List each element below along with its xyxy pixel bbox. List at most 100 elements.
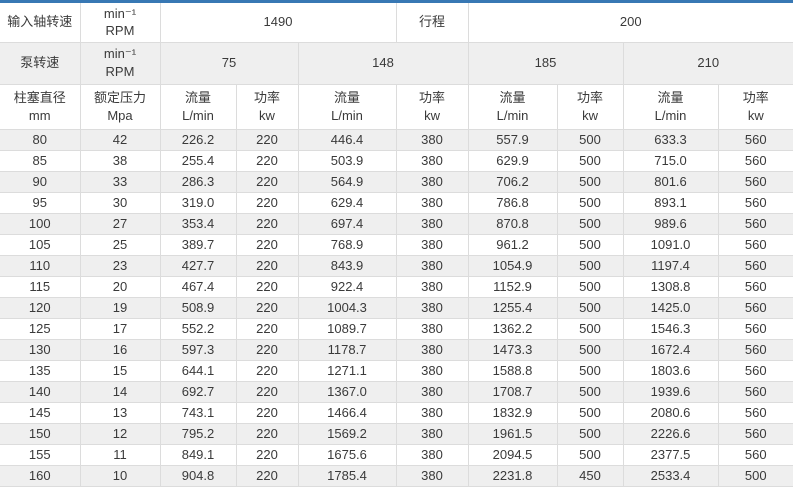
power-header-2: 功率 kw — [395, 83, 469, 130]
power-value-cell: 560 — [717, 149, 793, 172]
rated-pressure-cell: 38 — [79, 149, 161, 172]
table-row: 90 33 286.3 220 564.9 380 706.2 500 801.6 560 — [0, 170, 793, 193]
flow-value-cell: 353.4 — [159, 212, 237, 235]
flow-value-cell: 286.3 — [159, 170, 237, 193]
flow-value-cell: 446.4 — [297, 128, 397, 151]
power-value-cell: 220 — [235, 443, 299, 466]
power-value-cell: 560 — [717, 233, 793, 256]
flow-value-cell: 508.9 — [159, 296, 237, 319]
table-row: 100 27 353.4 220 697.4 380 870.8 500 989.6 560 — [0, 212, 793, 235]
flow-value-cell: 2231.8 — [467, 464, 558, 487]
flow-value-cell: 1197.4 — [622, 254, 719, 277]
input-shaft-speed-label: 输入轴转速 — [0, 3, 81, 43]
power-value-cell: 500 — [556, 275, 624, 298]
power-value-cell: 380 — [395, 233, 469, 256]
flow-value-cell: 644.1 — [159, 359, 237, 382]
flow-value-cell: 795.2 — [159, 422, 237, 445]
flow-value-cell: 715.0 — [622, 149, 719, 172]
plunger-diameter-cell: 105 — [0, 233, 81, 256]
power-value-cell: 220 — [235, 233, 299, 256]
flow-value-cell: 1588.8 — [467, 359, 558, 382]
plunger-diameter-header: 柱塞直径 mm — [0, 83, 81, 130]
flow-value-cell: 1054.9 — [467, 254, 558, 277]
power-value-cell: 380 — [395, 275, 469, 298]
power-value-cell: 560 — [717, 422, 793, 445]
pump-speed-value-185: 185 — [467, 41, 624, 85]
power-value-cell: 500 — [717, 464, 793, 487]
flow-value-cell: 1091.0 — [622, 233, 719, 256]
power-value-cell: 500 — [556, 233, 624, 256]
power-value-cell: 560 — [717, 254, 793, 277]
power-value-cell: 560 — [717, 359, 793, 382]
power-value-cell: 220 — [235, 275, 299, 298]
flow-value-cell: 1255.4 — [467, 296, 558, 319]
rated-pressure-cell: 11 — [79, 443, 161, 466]
flow-value-cell: 1271.1 — [297, 359, 397, 382]
rated-pressure-cell: 20 — [79, 275, 161, 298]
plunger-diameter-cell: 150 — [0, 422, 81, 445]
table-row: 120 19 508.9 220 1004.3 380 1255.4 500 1425.0 560 — [0, 296, 793, 319]
rated-pressure-cell: 42 — [79, 128, 161, 151]
power-value-cell: 500 — [556, 401, 624, 424]
flow-value-cell: 597.3 — [159, 338, 237, 361]
plunger-diameter-cell: 140 — [0, 380, 81, 403]
header-row-pump-speed: 泵转速 min⁻¹ RPM 75 148 185 210 — [0, 41, 793, 85]
power-value-cell: 500 — [556, 380, 624, 403]
flow-header-1: 流量 L/min — [159, 83, 237, 130]
power-value-cell: 220 — [235, 191, 299, 214]
plunger-diameter-cell: 135 — [0, 359, 81, 382]
table-row: 135 15 644.1 220 1271.1 380 1588.8 500 1803.6 560 — [0, 359, 793, 382]
power-value-cell: 500 — [556, 149, 624, 172]
flow-value-cell: 1152.9 — [467, 275, 558, 298]
flow-value-cell: 427.7 — [159, 254, 237, 277]
plunger-diameter-cell: 130 — [0, 338, 81, 361]
table-row: 125 17 552.2 220 1089.7 380 1362.2 500 1546.3 560 — [0, 317, 793, 340]
power-value-cell: 220 — [235, 317, 299, 340]
flow-value-cell: 1178.7 — [297, 338, 397, 361]
power-value-cell: 560 — [717, 275, 793, 298]
pump-speed-value-75: 75 — [159, 41, 299, 85]
power-value-cell: 220 — [235, 464, 299, 487]
rated-pressure-cell: 16 — [79, 338, 161, 361]
rated-pressure-cell: 19 — [79, 296, 161, 319]
rated-pressure-cell: 15 — [79, 359, 161, 382]
flow-value-cell: 1675.6 — [297, 443, 397, 466]
power-value-cell: 500 — [556, 296, 624, 319]
flow-value-cell: 255.4 — [159, 149, 237, 172]
flow-value-cell: 633.3 — [622, 128, 719, 151]
power-value-cell: 220 — [235, 149, 299, 172]
plunger-diameter-cell: 145 — [0, 401, 81, 424]
power-value-cell: 220 — [235, 128, 299, 151]
power-value-cell: 380 — [395, 170, 469, 193]
flow-value-cell: 629.9 — [467, 149, 558, 172]
flow-header-4: 流量 L/min — [622, 83, 719, 130]
power-value-cell: 500 — [556, 443, 624, 466]
flow-value-cell: 989.6 — [622, 212, 719, 235]
pump-speed-unit: min⁻¹ RPM — [79, 41, 161, 85]
flow-value-cell: 1308.8 — [622, 275, 719, 298]
table-row: 110 23 427.7 220 843.9 380 1054.9 500 1197.4 560 — [0, 254, 793, 277]
flow-value-cell: 2226.6 — [622, 422, 719, 445]
pump-speed-value-210: 210 — [622, 41, 793, 85]
power-value-cell: 500 — [556, 191, 624, 214]
power-value-cell: 380 — [395, 296, 469, 319]
stroke-value: 200 — [467, 3, 793, 43]
plunger-diameter-cell: 100 — [0, 212, 81, 235]
flow-value-cell: 893.1 — [622, 191, 719, 214]
power-header-1: 功率 kw — [235, 83, 299, 130]
plunger-diameter-cell: 160 — [0, 464, 81, 487]
power-value-cell: 380 — [395, 254, 469, 277]
power-value-cell: 220 — [235, 401, 299, 424]
plunger-diameter-cell: 85 — [0, 149, 81, 172]
table-row: 105 25 389.7 220 768.9 380 961.2 500 1091.0 560 — [0, 233, 793, 256]
pump-speed-value-148: 148 — [297, 41, 469, 85]
flow-value-cell: 2094.5 — [467, 443, 558, 466]
plunger-diameter-cell: 115 — [0, 275, 81, 298]
power-value-cell: 220 — [235, 296, 299, 319]
flow-value-cell: 1569.2 — [297, 422, 397, 445]
pump-speed-label: 泵转速 — [0, 41, 81, 85]
power-value-cell: 220 — [235, 338, 299, 361]
flow-value-cell: 743.1 — [159, 401, 237, 424]
power-value-cell: 380 — [395, 317, 469, 340]
flow-value-cell: 786.8 — [467, 191, 558, 214]
